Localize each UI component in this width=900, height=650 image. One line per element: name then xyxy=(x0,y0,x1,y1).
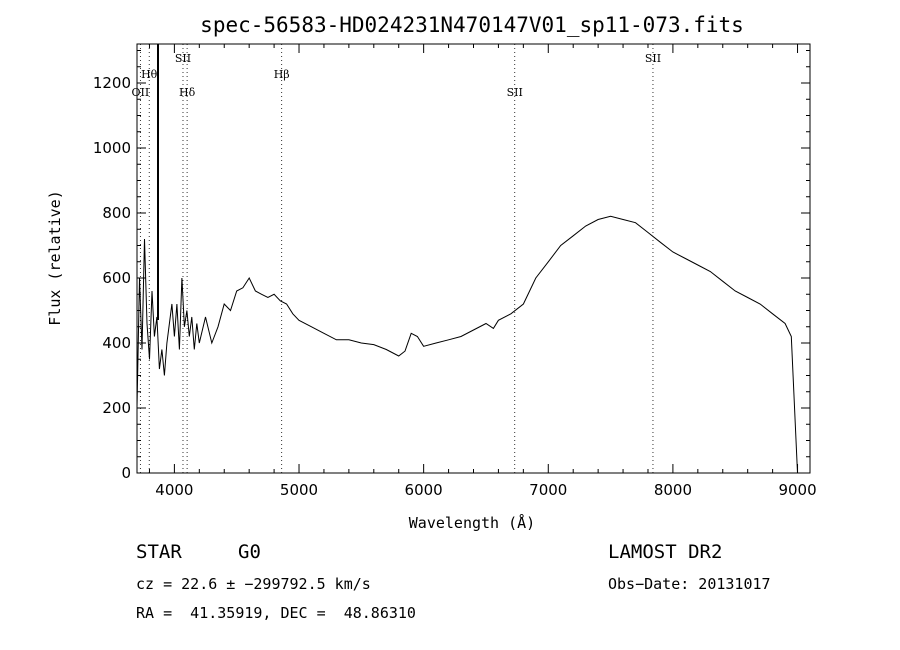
spectral-line-label: SII xyxy=(175,52,191,65)
spectral-line-label: Hθ xyxy=(141,68,158,81)
y-tick-label: 200 xyxy=(102,399,131,417)
y-tick-label: 1000 xyxy=(93,139,131,157)
x-tick-label: 6000 xyxy=(405,481,443,499)
spectral-line-label: Hβ xyxy=(274,68,290,81)
spectral-line-label: OII xyxy=(132,86,150,99)
x-tick-label: 7000 xyxy=(529,481,567,499)
spectral-line-label: SII xyxy=(645,52,661,65)
object-type: STAR xyxy=(136,541,182,563)
spectral-line-markers: OII Hθ SII Hδ Hβ SII SII xyxy=(132,44,661,473)
y-tick-label: 800 xyxy=(102,204,131,222)
survey-name: LAMOST DR2 xyxy=(608,541,723,563)
x-axis-label: Wavelength (Å) xyxy=(409,513,535,532)
x-tick-label: 8000 xyxy=(654,481,692,499)
x-tick-label: 4000 xyxy=(155,481,193,499)
subclass: G0 xyxy=(238,541,261,563)
spectral-line-label: Hδ xyxy=(179,86,196,99)
obs-date: Obs−Date: 20131017 xyxy=(608,575,771,593)
y-tick-label: 0 xyxy=(121,464,131,482)
coordinates: RA = 41.35919, DEC = 48.86310 xyxy=(136,604,416,622)
redshift-text: cz = 22.6 ± −299792.5 km/s xyxy=(136,575,371,593)
spectrum-series-line xyxy=(136,215,798,474)
y-tick-label: 400 xyxy=(102,334,131,352)
plot-frame xyxy=(136,43,811,474)
x-axis: 4000 5000 6000 7000 8000 9000 xyxy=(148,44,817,499)
y-axis: 0 200 400 600 800 1000 1200 xyxy=(93,50,810,482)
y-tick-label: 1200 xyxy=(93,74,131,92)
x-tick-label: 5000 xyxy=(280,481,318,499)
chart-title: spec-56583-HD024231N470147V01_sp11-073.f… xyxy=(200,13,744,37)
x-tick-label: 9000 xyxy=(778,481,816,499)
y-axis-label: Flux (relative) xyxy=(46,190,64,325)
y-tick-label: 600 xyxy=(102,269,131,287)
spectral-line-label: SII xyxy=(507,86,523,99)
